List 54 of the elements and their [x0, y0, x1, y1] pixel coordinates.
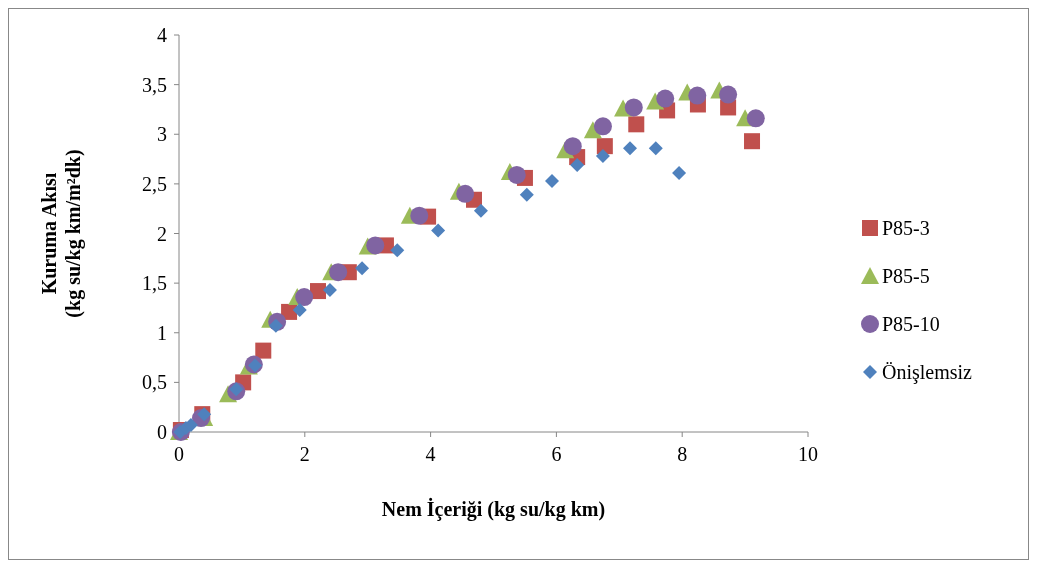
point [656, 89, 675, 108]
point [648, 141, 663, 156]
point [295, 288, 314, 307]
y-tick-label: 1,5 [142, 272, 167, 295]
point [545, 173, 559, 188]
point [473, 203, 488, 218]
legend-label: P85-5 [882, 265, 930, 287]
point [596, 138, 613, 155]
point [229, 382, 244, 397]
point [355, 261, 370, 276]
point [456, 184, 475, 203]
legend-label: P85-3 [882, 217, 930, 239]
y-tick-label: 3,5 [142, 73, 167, 96]
point [595, 149, 610, 164]
y-tick-label: 4 [157, 24, 167, 46]
point [624, 98, 643, 117]
y-tick-label: 1 [157, 321, 167, 344]
point [410, 206, 429, 225]
point [719, 85, 738, 104]
point [329, 263, 348, 282]
y-tick-label: 0 [157, 421, 167, 443]
y-tick-label: 2,5 [142, 172, 167, 195]
point [563, 137, 582, 156]
point [390, 243, 405, 258]
x-tick-label: 2 [299, 443, 310, 465]
point [622, 141, 637, 156]
x-tick-label: 4 [425, 443, 436, 465]
y-tick-label: 2 [157, 222, 167, 245]
x-tick-label: 0 [174, 443, 184, 465]
x-axis-title: Nem İçeriği (kg su/kg km) [381, 497, 606, 521]
point [628, 116, 645, 133]
point [672, 165, 687, 180]
y-tick-label: 3 [157, 123, 167, 146]
point [431, 223, 446, 238]
point [366, 236, 385, 255]
point [292, 302, 307, 317]
y-tick-label: 0,5 [142, 371, 167, 394]
point [593, 117, 612, 136]
point [268, 318, 283, 333]
point [519, 187, 534, 202]
point [688, 86, 707, 105]
x-tick-label: 6 [551, 443, 562, 465]
point [744, 133, 761, 150]
point [322, 283, 337, 298]
legend-label: P85-10 [882, 313, 940, 335]
point [570, 158, 585, 173]
point [507, 165, 526, 184]
point [248, 358, 263, 373]
y-axis-title: Kuruma Akısı (kg su/kg km/m²dk) [38, 149, 85, 318]
x-tick-label: 10 [798, 443, 818, 465]
legend-label: Önişlemsiz [882, 361, 973, 384]
point [746, 109, 765, 128]
point [255, 342, 272, 359]
x-tick-label: 8 [677, 443, 688, 465]
